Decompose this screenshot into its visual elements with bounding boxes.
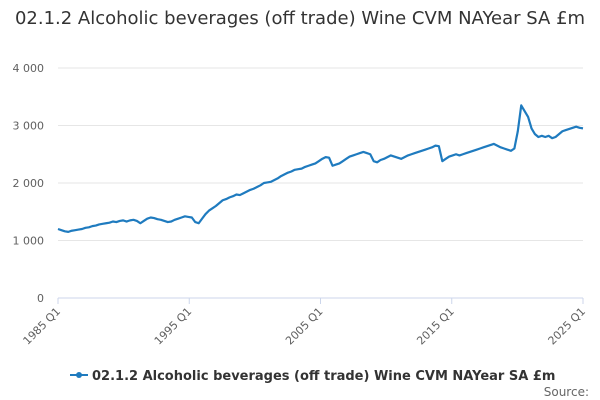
source-label: Source: [544, 385, 589, 399]
y-tick-label: 4 000 [13, 62, 45, 75]
y-tick-label: 2 000 [13, 177, 45, 190]
legend-marker-icon [76, 372, 82, 378]
legend-label: 02.1.2 Alcoholic beverages (off trade) W… [92, 369, 555, 384]
y-tick-label: 3 000 [13, 120, 45, 133]
x-axis: 1985 Q1 1995 Q1 2005 Q1 2015 Q1 2025 Q1 [21, 297, 589, 348]
grid-lines [58, 67, 583, 241]
x-tick-label: 2025 Q1 [546, 305, 589, 348]
legend[interactable]: 02.1.2 Alcoholic beverages (off trade) W… [70, 369, 555, 384]
x-tick-label: 1995 Q1 [152, 305, 195, 348]
series-layer [57, 104, 584, 233]
y-axis: 0 1 000 2 000 3 000 4 000 [13, 62, 45, 305]
chart-title: 02.1.2 Alcoholic beverages (off trade) W… [14, 8, 586, 29]
y-tick-label: 0 [37, 292, 44, 305]
x-tick-label: 2005 Q1 [283, 305, 326, 348]
x-tick-label: 1985 Q1 [21, 305, 64, 348]
x-tick-label: 2015 Q1 [414, 305, 457, 348]
y-tick-label: 1 000 [13, 235, 45, 248]
series-line-wine[interactable] [57, 104, 584, 233]
